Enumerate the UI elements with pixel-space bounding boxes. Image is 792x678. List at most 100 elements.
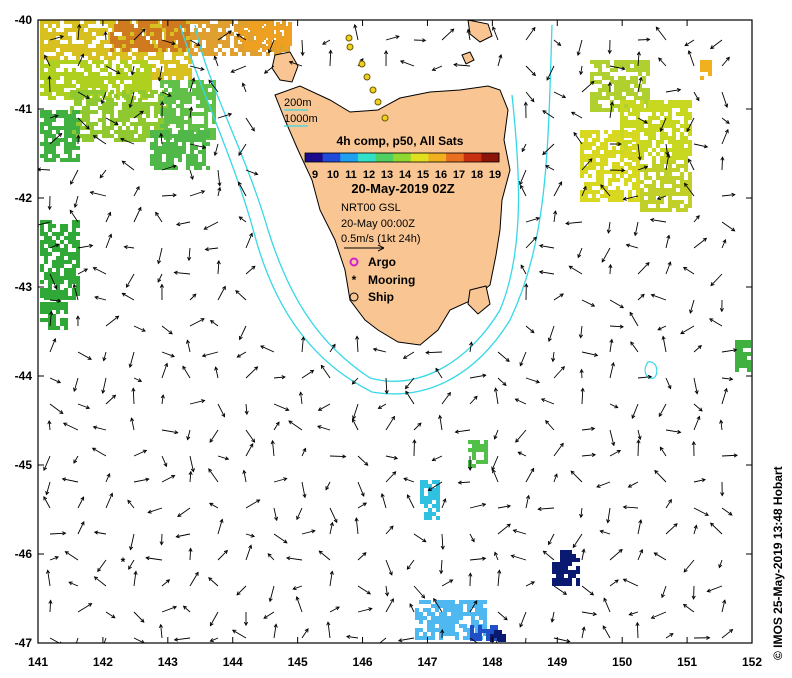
current-arrow-head [384, 390, 389, 395]
current-arrow-head [77, 23, 82, 29]
current-arrow [637, 429, 641, 440]
current-arrow-head [719, 419, 724, 424]
current-arrow-head [275, 421, 280, 426]
current-arrow-head [116, 70, 121, 74]
current-arrow [539, 271, 555, 275]
current-arrow [569, 265, 583, 275]
current-arrow [432, 65, 443, 71]
current-arrow [654, 470, 667, 483]
current-arrow-head [302, 493, 307, 499]
current-arrow-head [70, 180, 74, 185]
current-arrow [710, 522, 723, 535]
current-arrow-head [687, 49, 692, 55]
current-arrow [637, 440, 639, 457]
current-arrow-head [725, 56, 730, 61]
current-arrow-head [492, 26, 496, 31]
current-arrow-head [417, 422, 422, 427]
tasmania-landmass [271, 20, 511, 346]
current-arrow-head [221, 413, 226, 418]
current-arrow [609, 102, 613, 119]
current-arrow-head [560, 366, 565, 371]
current-arrow [542, 110, 555, 119]
current-arrow-head [482, 373, 487, 378]
current-arrow-head [654, 469, 659, 475]
current-arrow-head [213, 55, 218, 60]
current-arrow-head [667, 261, 672, 266]
current-arrow [628, 481, 639, 488]
current-arrow-head [47, 75, 52, 80]
current-arrow [104, 31, 107, 41]
current-arrow-head [473, 395, 478, 400]
current-arrow-head [506, 523, 511, 528]
current-arrow-head [453, 62, 458, 67]
current-arrow-head [243, 621, 249, 627]
current-arrow [609, 362, 615, 379]
current-arrow-head [214, 366, 219, 371]
current-arrow [189, 77, 195, 93]
current-arrow-head [238, 151, 243, 156]
current-arrow [721, 129, 729, 145]
current-arrow [245, 233, 253, 249]
current-arrow-head [469, 341, 474, 346]
current-arrow [637, 549, 643, 561]
current-arrow-head [530, 98, 535, 103]
current-arrow [693, 237, 707, 249]
current-arrow [183, 605, 191, 613]
current-arrow-head [391, 415, 395, 421]
current-arrow-head [364, 461, 369, 466]
current-arrow [357, 585, 371, 595]
x-tick-label: 147 [417, 655, 437, 669]
current-arrow-head [126, 283, 130, 288]
current-arrow [320, 365, 331, 379]
current-arrow-head [610, 361, 615, 367]
current-arrow-head [704, 512, 709, 516]
current-arrow [352, 377, 359, 385]
current-arrow [189, 455, 194, 472]
colorbar-tick-label: 16 [435, 169, 447, 181]
current-arrow-head [540, 398, 546, 403]
current-arrow [581, 454, 596, 457]
current-arrow [553, 473, 558, 483]
current-arrow-head [668, 498, 672, 504]
current-arrow-head [43, 496, 48, 501]
current-arrow-head [601, 258, 606, 263]
current-arrow-head [710, 45, 715, 50]
current-arrow-head [659, 127, 664, 132]
current-arrow [581, 351, 598, 356]
current-arrow-head [128, 565, 132, 570]
x-tick-label: 143 [158, 655, 178, 669]
current-arrow-head [389, 525, 394, 530]
current-arrow-head [73, 459, 78, 464]
current-arrow-head [517, 451, 522, 456]
current-arrow [623, 578, 639, 587]
current-arrow-head [693, 524, 698, 529]
current-arrow-head [260, 345, 265, 350]
current-arrow [73, 377, 79, 392]
current-arrow [77, 603, 92, 613]
current-arrow [661, 585, 667, 598]
current-arrow [161, 606, 177, 613]
current-arrow [217, 187, 221, 197]
current-arrow [77, 91, 90, 99]
colorbar-tick-label: 19 [489, 169, 501, 181]
current-arrow [495, 388, 499, 405]
current-arrow [497, 377, 507, 386]
current-arrow [581, 627, 585, 639]
current-arrow [77, 117, 90, 130]
current-arrow [122, 160, 135, 171]
current-arrow-head [115, 315, 120, 320]
current-arrow [128, 559, 135, 570]
current-arrow [409, 603, 415, 613]
current-arrow [651, 294, 667, 301]
current-arrow-head [725, 119, 730, 124]
current-arrow-head [542, 550, 547, 555]
current-arrow [122, 292, 135, 301]
current-arrow [580, 325, 583, 338]
colorbar-segment [375, 153, 394, 162]
current-arrow-head [177, 513, 182, 518]
current-arrow [497, 351, 510, 362]
current-arrow [133, 478, 149, 483]
current-arrow-head [596, 483, 601, 488]
current-arrow-head [593, 352, 599, 357]
current-arrow-head [553, 210, 558, 215]
